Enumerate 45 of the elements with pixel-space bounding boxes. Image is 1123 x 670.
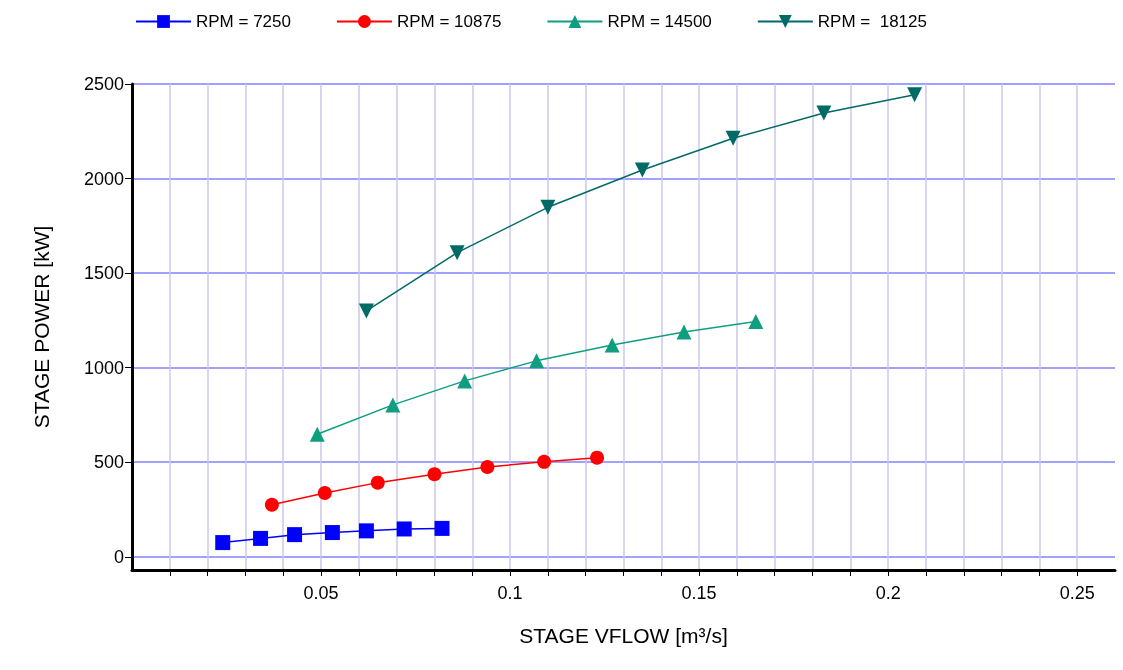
point: [324, 525, 340, 541]
point: [529, 353, 545, 369]
point: [480, 459, 495, 474]
x-tick-label: 0.05: [303, 583, 339, 603]
y-tick-label: 1000: [83, 357, 124, 378]
point: [358, 303, 374, 319]
point: [590, 450, 605, 465]
point: [537, 454, 552, 469]
point: [370, 475, 385, 490]
point: [676, 324, 692, 340]
y-tick-label: 0: [113, 546, 124, 567]
point: [725, 130, 741, 146]
legend-label: RPM = 18125: [817, 12, 927, 31]
point: [309, 426, 325, 442]
point: [604, 337, 620, 353]
legend-label: RPM = 10875: [396, 12, 502, 31]
point: [907, 87, 923, 103]
point: [264, 497, 279, 512]
legend-label: RPM = 14500: [607, 12, 712, 31]
y-tick-label: 500: [93, 452, 124, 473]
point: [287, 527, 303, 543]
x-tick-label: 0.2: [875, 583, 901, 603]
point: [358, 523, 374, 539]
point: [427, 467, 442, 482]
point: [434, 520, 450, 536]
y-tick-label: 2500: [83, 74, 124, 94]
x-tick-label: 0.15: [681, 583, 717, 603]
point: [457, 373, 473, 389]
x-tick-label: 0.1: [497, 583, 523, 603]
point: [253, 530, 269, 546]
point: [317, 486, 332, 501]
point: [385, 397, 401, 413]
legend-label: RPM = 7250: [196, 12, 291, 31]
y-tick-label: 2000: [83, 168, 124, 189]
point: [540, 199, 556, 215]
point: [634, 162, 650, 178]
point: [816, 105, 832, 121]
point: [215, 535, 231, 551]
point: [449, 245, 465, 261]
x-axis-title: STAGE VFLOW [m³/s]: [519, 624, 728, 647]
point: [748, 314, 764, 330]
y-tick-label: 1500: [83, 263, 124, 284]
y-axis-title: STAGE POWER [kW]: [30, 225, 53, 429]
point: [396, 521, 412, 537]
x-tick-label: 0.25: [1059, 583, 1095, 603]
